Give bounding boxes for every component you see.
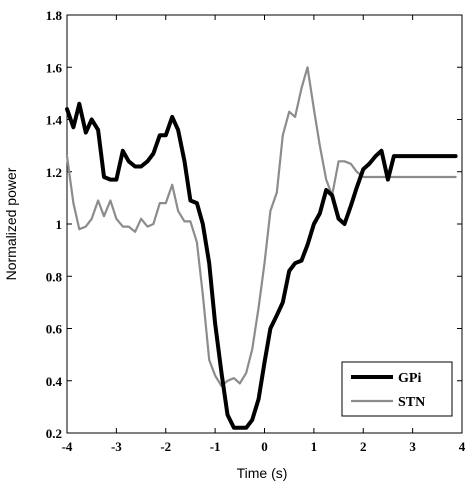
legend-label-gpi: GPi bbox=[398, 371, 421, 386]
x-tick-label: 4 bbox=[459, 439, 466, 454]
legend: GPi STN bbox=[341, 361, 453, 417]
y-tick-label: 0.8 bbox=[46, 269, 63, 284]
y-tick-label: 0.4 bbox=[46, 374, 63, 389]
x-tick-label: -3 bbox=[111, 439, 122, 454]
axis-ticks: -4 -3 -2 -1 0 1 2 3 4 0.2 0.4 0.6 0.8 1 1.2 1.4 1.6 1.8 bbox=[46, 8, 466, 454]
legend-box bbox=[341, 361, 453, 417]
y-tick-label: 1.4 bbox=[46, 113, 63, 128]
x-tick-label: 1 bbox=[311, 439, 318, 454]
y-tick-label: 1.8 bbox=[46, 8, 63, 23]
y-tick-label: 0.6 bbox=[46, 322, 63, 337]
series-line-gpi bbox=[65, 101, 458, 430]
x-tick-label: -2 bbox=[160, 439, 171, 454]
x-tick-label: -1 bbox=[210, 439, 221, 454]
x-tick-label: 2 bbox=[360, 439, 367, 454]
y-tick-label: 1.6 bbox=[46, 60, 63, 75]
y-tick-label: 1 bbox=[56, 217, 63, 232]
series-group bbox=[65, 66, 458, 430]
x-tick-label: 3 bbox=[409, 439, 416, 454]
legend-label-stn: STN bbox=[398, 395, 425, 410]
x-axis-title: Time (s) bbox=[237, 465, 288, 481]
x-tick-label: 0 bbox=[261, 439, 268, 454]
y-tick-label: 1.2 bbox=[46, 165, 62, 180]
y-axis-title: Normalized power bbox=[3, 167, 19, 280]
series-line-stn bbox=[65, 66, 457, 388]
x-tick-label: -4 bbox=[62, 439, 73, 454]
y-tick-label: 0.2 bbox=[46, 426, 62, 441]
